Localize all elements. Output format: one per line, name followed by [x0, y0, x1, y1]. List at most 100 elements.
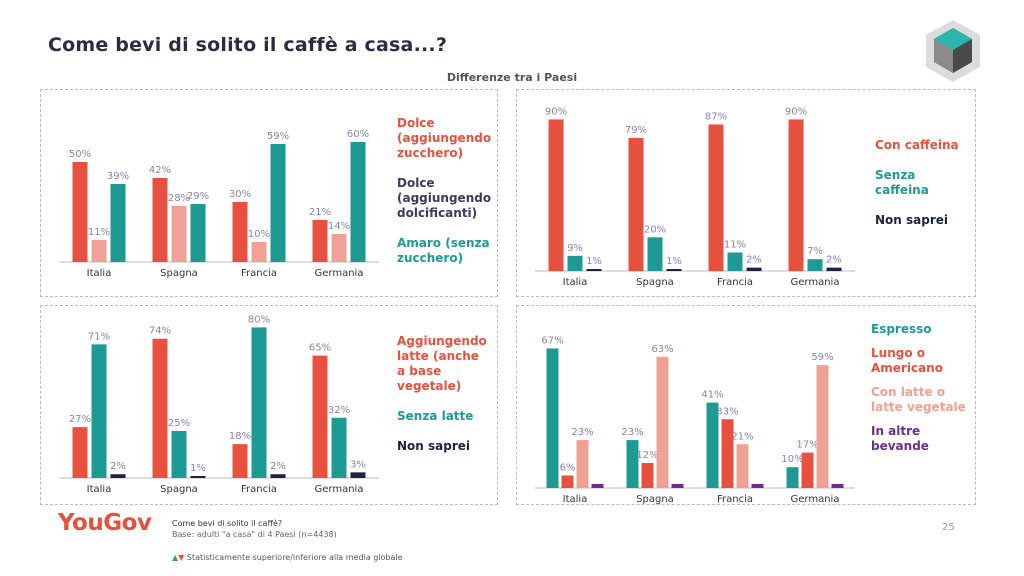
legend-item: Senza latte [397, 409, 474, 423]
data-label: 2% [826, 255, 842, 266]
legend-item: Non saprei [397, 439, 471, 453]
page-number: 25 [942, 522, 955, 533]
legend-item: Non saprei [875, 213, 949, 227]
data-label: 20% [644, 224, 666, 235]
legend-item: Dolce (aggiungendo dolcificanti) [397, 176, 492, 220]
data-label: 50% [69, 149, 91, 160]
chart-panel-type: 67% 6% 23% Italia 23% 12% 63% Spagna 41% 33% 21% Fr… [516, 305, 976, 505]
category-label: Francia [241, 484, 277, 495]
category-label: Germania [791, 277, 840, 288]
data-label: 14% [328, 221, 350, 232]
bar [251, 242, 267, 262]
triangle-up-icon: ▲ [172, 553, 179, 562]
bar [546, 348, 559, 488]
category-label: Italia [563, 277, 588, 288]
bar [826, 267, 842, 271]
legend-item: Con latte o latte vegetale [871, 385, 966, 414]
data-label: 1% [586, 256, 602, 267]
bar [721, 419, 734, 488]
bar [628, 137, 644, 271]
bar [666, 269, 682, 271]
data-label: 32% [328, 405, 350, 416]
category-label: Francia [717, 494, 753, 505]
data-label: 28% [168, 193, 190, 204]
bar [708, 124, 724, 271]
bar [190, 204, 206, 262]
bar [548, 119, 564, 271]
category-label: Italia [87, 484, 112, 495]
legend-milk: Aggiungendo latte (anche a base vegetale… [397, 334, 487, 454]
legend-item: In altre bevande [871, 424, 929, 453]
category-label: Germania [315, 484, 364, 495]
data-label: 42% [149, 165, 171, 176]
page-title: Come bevi di solito il caffè a casa...? [48, 34, 448, 56]
chart-type: 67% 6% 23% Italia 23% 12% 63% Spagna 41% 33% 21% Fr… [535, 335, 855, 505]
bar [350, 472, 366, 478]
bar [190, 476, 206, 478]
category-label: Germania [791, 494, 840, 505]
category-label: Italia [87, 268, 112, 279]
data-label: 3% [350, 459, 366, 470]
bar [152, 178, 168, 262]
data-label: 1% [190, 463, 206, 474]
chart-panel-sweetness: 50% 11% 39% Italia 42% 28% 29% Spagna 30% 10% 59% F… [40, 89, 498, 297]
data-label: 80% [248, 314, 270, 325]
bar [312, 355, 328, 478]
chart-sweetness: 50% 11% 39% Italia 42% 28%29% Spagna 30% 10% 59% F… [59, 129, 379, 279]
data-label: 12% [636, 450, 658, 461]
bar [270, 144, 286, 262]
bar [591, 484, 604, 488]
data-label: 33% [716, 406, 738, 417]
bar [751, 484, 764, 488]
data-label: 87% [705, 111, 727, 122]
data-label: 11% [724, 239, 746, 250]
bar [72, 162, 88, 262]
bar [171, 206, 187, 262]
data-label: 23% [621, 427, 643, 438]
bar [807, 259, 823, 271]
footnote-base: Base: adulti "a casa" di 4 Paesi (n=4438… [172, 530, 337, 539]
bar [567, 255, 583, 271]
bar [786, 467, 799, 488]
category-label: Germania [315, 268, 364, 279]
data-label: 21% [731, 431, 753, 442]
data-label: 25% [168, 418, 190, 429]
bar [586, 269, 602, 271]
data-label: 60% [347, 129, 369, 140]
data-label: 10% [781, 454, 803, 465]
bar [788, 119, 804, 271]
data-label: 29% [187, 191, 209, 202]
bar [736, 444, 749, 488]
bar [706, 402, 719, 488]
data-label: 65% [309, 343, 331, 354]
footnote-legend-text: Statisticamente superiore/inferiore alla… [186, 553, 403, 562]
data-label: 2% [110, 461, 126, 472]
data-label: 90% [545, 106, 567, 117]
data-label: 27% [69, 414, 91, 425]
bar [831, 484, 844, 488]
legend-item: Espresso [871, 322, 932, 336]
data-label: 71% [88, 331, 110, 342]
category-label: Francia [241, 268, 277, 279]
cube-logo-icon [926, 20, 980, 82]
bar [561, 475, 574, 488]
legend-type: Espresso Lungo o Americano Con latte o l… [871, 322, 975, 454]
legend-sweetness: Dolce (aggiungendo zucchero) Dolce (aggi… [397, 116, 497, 266]
bar [331, 234, 347, 262]
bar [232, 444, 248, 478]
chart-milk: 27% 71% 2% Italia 74% 25% 1% Spagna 18% 80% 2% Fran… [59, 314, 379, 495]
legend-item: Senza caffeina [875, 168, 929, 197]
footnote-legend: ▲▼ Statisticamente superiore/inferiore a… [172, 553, 403, 562]
bar [312, 220, 328, 262]
data-label: 41% [701, 390, 723, 401]
bar [91, 344, 107, 478]
legend-caffeine: Con caffeina Senza caffeina Non saprei [875, 138, 975, 228]
data-label: 59% [811, 352, 833, 363]
data-label: 39% [107, 171, 129, 182]
data-label: 6% [560, 463, 576, 474]
bar [626, 440, 639, 488]
bar [270, 474, 286, 478]
data-label: 18% [229, 431, 251, 442]
triangle-down-icon: ▼ [178, 553, 185, 562]
bar [110, 474, 126, 478]
